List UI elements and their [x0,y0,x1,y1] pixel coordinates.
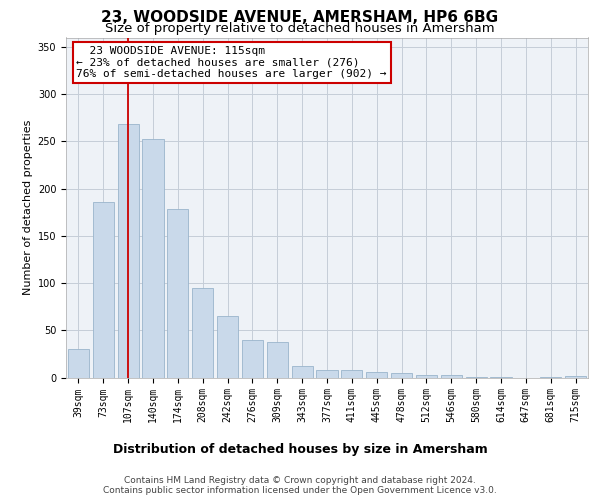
Bar [267,342,288,378]
Bar [68,349,89,378]
Bar [118,124,139,378]
Bar [142,140,164,378]
Bar [565,376,586,378]
Text: Contains public sector information licensed under the Open Government Licence v3: Contains public sector information licen… [103,486,497,495]
Text: 23, WOODSIDE AVENUE, AMERSHAM, HP6 6BG: 23, WOODSIDE AVENUE, AMERSHAM, HP6 6BG [101,10,499,25]
Y-axis label: Number of detached properties: Number of detached properties [23,120,34,295]
Bar [93,202,114,378]
Text: Size of property relative to detached houses in Amersham: Size of property relative to detached ho… [105,22,495,35]
Bar [192,288,213,378]
Bar [540,376,561,378]
Text: Distribution of detached houses by size in Amersham: Distribution of detached houses by size … [113,442,487,456]
Bar [316,370,338,378]
Bar [366,372,387,378]
Bar [416,374,437,378]
Text: Contains HM Land Registry data © Crown copyright and database right 2024.: Contains HM Land Registry data © Crown c… [124,476,476,485]
Bar [341,370,362,378]
Bar [167,210,188,378]
Bar [391,373,412,378]
Bar [292,366,313,378]
Text: 23 WOODSIDE AVENUE: 115sqm
← 23% of detached houses are smaller (276)
76% of sem: 23 WOODSIDE AVENUE: 115sqm ← 23% of deta… [76,46,387,79]
Bar [490,376,512,378]
Bar [217,316,238,378]
Bar [441,374,462,378]
Bar [242,340,263,378]
Bar [466,376,487,378]
